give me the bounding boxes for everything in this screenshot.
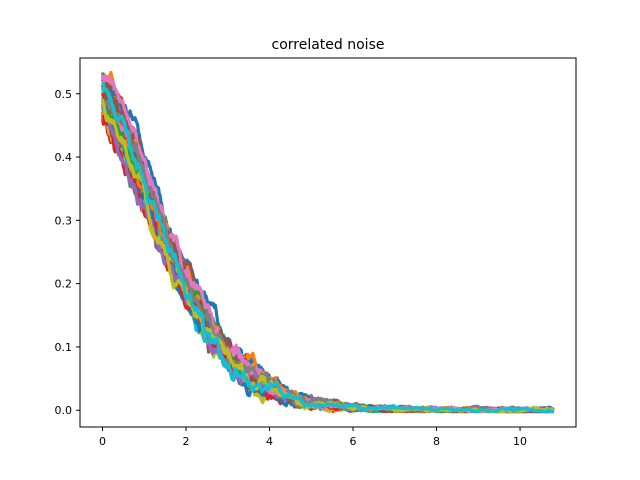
- x-tick-label: 2: [183, 435, 190, 448]
- x-tick-label: 10: [513, 435, 527, 448]
- series-layer: [100, 70, 555, 414]
- x-axis: 0 2 4 6 8 10: [99, 427, 527, 448]
- series-line: [101, 81, 555, 414]
- plot-frame: [79, 57, 577, 428]
- y-tick-label: 0.4: [55, 151, 73, 164]
- x-tick-label: 0: [99, 435, 106, 448]
- y-tick-label: 0.3: [55, 214, 73, 227]
- y-tick-label: 0.2: [55, 278, 73, 291]
- chart-title: correlated noise: [272, 37, 385, 53]
- y-axis: 0.0 0.1 0.2 0.3 0.4 0.5: [55, 88, 80, 417]
- y-tick-label: 0.5: [55, 88, 73, 101]
- x-tick-label: 8: [433, 435, 440, 448]
- y-tick-label: 0.0: [55, 404, 73, 417]
- x-tick-label: 4: [266, 435, 273, 448]
- y-tick-label: 0.1: [55, 341, 73, 354]
- x-tick-label: 6: [350, 435, 357, 448]
